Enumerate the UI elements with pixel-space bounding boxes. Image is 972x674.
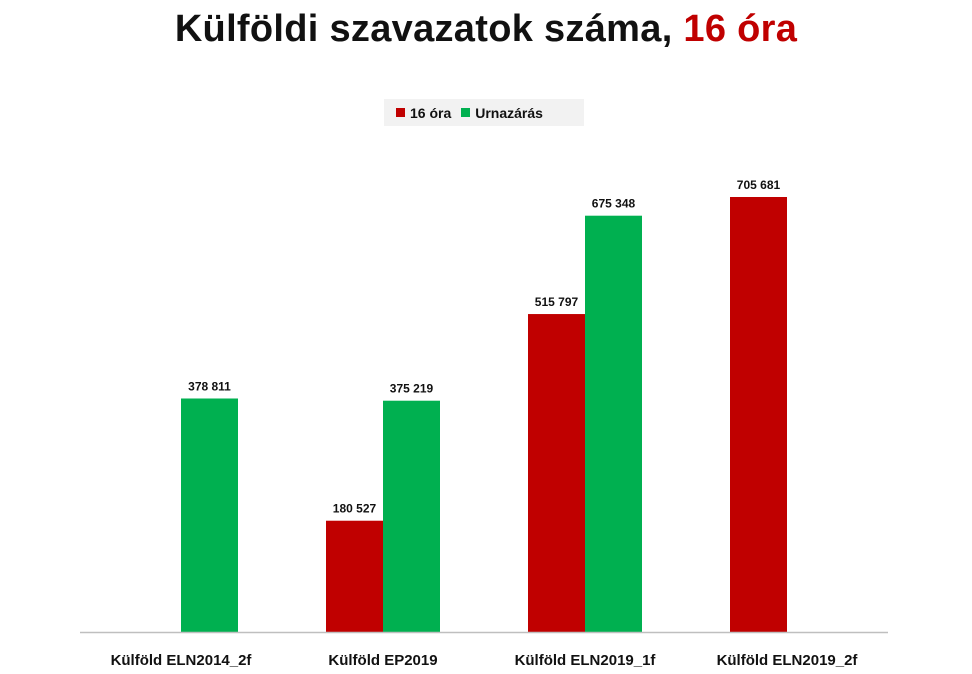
x-tick-label-k-lf-ld-ep2019: Külföld EP2019 — [328, 652, 437, 669]
legend-item-16-ora: 16 óra — [396, 105, 451, 121]
legend-swatch-16-ora — [396, 108, 405, 117]
bar-16-ra-k-lf-ld-ep2019 — [326, 520, 383, 632]
bar-16-ra-k-lf-ld-eln2019-2f — [730, 197, 787, 632]
bar-urnaz-r-s-k-lf-ld-eln2014-2f — [181, 398, 238, 632]
bar-urnaz-r-s-k-lf-ld-eln2019-1f — [585, 215, 642, 632]
data-label-urnaz-r-s-k-lf-ld-ep2019: 375 219 — [390, 382, 434, 396]
data-label-16-ra-k-lf-ld-eln2019-1f: 515 797 — [535, 295, 579, 309]
data-label-16-ra-k-lf-ld-eln2019-2f: 705 681 — [737, 178, 781, 192]
x-tick-label-k-lf-ld-eln2014-2f: Külföld ELN2014_2f — [111, 652, 253, 669]
bar-urnaz-r-s-k-lf-ld-ep2019 — [383, 400, 440, 632]
legend-label-urnazaras: Urnazárás — [475, 104, 543, 121]
legend: 16 óra Urnazárás — [384, 99, 584, 126]
legend-swatch-urnazaras — [461, 108, 471, 117]
data-label-urnaz-r-s-k-lf-ld-eln2014-2f: 378 811 — [188, 379, 231, 393]
chart-title-accent: 16 óra — [683, 8, 798, 50]
data-label-16-ra-k-lf-ld-ep2019: 180 527 — [333, 502, 377, 516]
bar-16-ra-k-lf-ld-eln2019-1f — [528, 314, 585, 632]
legend-label-16-ora: 16 óra — [410, 104, 452, 121]
x-tick-label-k-lf-ld-eln2019-1f: Külföld ELN2019_1f — [515, 652, 657, 669]
chart-title-main: Külföldi szavazatok száma, — [174, 8, 673, 50]
chart-title: Külföldi szavazatok száma, 16 óra — [0, 8, 972, 51]
data-label-urnaz-r-s-k-lf-ld-eln2019-1f: 675 348 — [592, 197, 636, 211]
legend-item-urnazaras: Urnazárás — [461, 105, 543, 121]
x-tick-label-k-lf-ld-eln2019-2f: Külföld ELN2019_2f — [717, 652, 859, 669]
